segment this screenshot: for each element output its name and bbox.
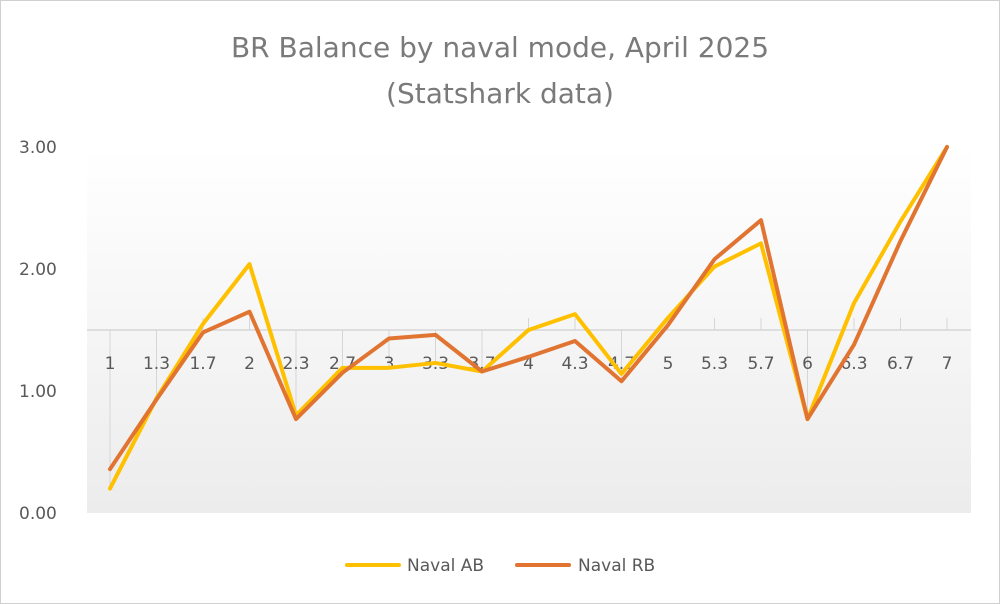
- x-tick-label: 7: [942, 354, 953, 374]
- x-tick-label: 2: [244, 354, 255, 374]
- x-tick-label: 5.3: [701, 354, 728, 374]
- chart-title-line-1: BR Balance by naval mode, April 2025: [231, 31, 769, 64]
- x-tick-label: 4.7: [608, 354, 635, 374]
- legend-label: Naval RB: [578, 556, 655, 576]
- x-tick-label: 1.7: [189, 354, 216, 374]
- y-tick-label: 0.00: [19, 504, 57, 524]
- chart-title-line-2: (Statshark data): [386, 77, 614, 110]
- x-tick-label: 5.7: [747, 354, 774, 374]
- y-tick-label: 3.00: [19, 138, 57, 158]
- series-lines: [108, 145, 949, 491]
- y-tick-label: 2.00: [19, 260, 57, 280]
- series-line-naval-rb: [108, 145, 949, 472]
- x-tick-label: 6.7: [887, 354, 914, 374]
- x-tick-label: 3: [384, 354, 395, 374]
- legend-label: Naval AB: [407, 556, 484, 576]
- y-tick-label: 1.00: [19, 382, 57, 402]
- x-axis: 1 1.3 1.7 2 2.3 2.7 3 3.3 3.7 4 4.3 4.7 5 5.3 5.7 6 6.3 6…: [87, 318, 971, 489]
- y-axis: 0.00 1.00 2.00 3.00: [19, 138, 57, 524]
- x-tick-label: 1: [105, 354, 116, 374]
- legend: Naval AB Naval RB: [345, 556, 655, 576]
- x-tick-label: 1.3: [143, 354, 170, 374]
- x-tick-label: 4: [523, 354, 534, 374]
- x-tick-label: 2.3: [282, 354, 309, 374]
- x-tick-label: 4.3: [561, 354, 588, 374]
- x-tick-label: 5: [663, 354, 674, 374]
- x-tick-label: 6: [802, 354, 813, 374]
